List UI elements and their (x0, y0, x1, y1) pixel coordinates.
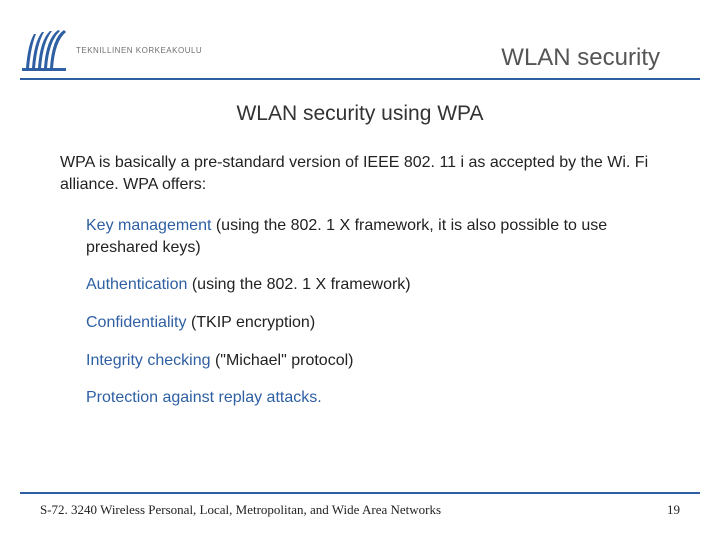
bullet-lead: Confidentiality (86, 314, 187, 331)
course-code: S-72. 3240 Wireless Personal, Local, Met… (40, 502, 441, 518)
bullet-rest: (TKIP encryption) (187, 314, 316, 331)
institution-logo-block: TEKNILLINEN KORKEAKOULU (20, 28, 202, 72)
bullet-rest: (using the 802. 1 X framework) (187, 276, 410, 293)
bullet-lead: Authentication (86, 276, 187, 293)
bullet-lead: Integrity checking (86, 352, 211, 369)
bullet-rest: ("Michael" protocol) (211, 352, 354, 369)
institution-name: TEKNILLINEN KORKEAKOULU (76, 46, 202, 55)
header-title: WLAN security (501, 44, 690, 72)
footer-row: S-72. 3240 Wireless Personal, Local, Met… (20, 502, 700, 518)
bullet-lead: Protection against replay attacks. (86, 389, 322, 406)
slide-content: WLAN security using WPA WPA is basically… (0, 80, 720, 409)
list-item: Authentication (using the 802. 1 X frame… (86, 274, 660, 296)
bullet-lead: Key management (86, 217, 211, 234)
list-item: Integrity checking ("Michael" protocol) (86, 350, 660, 372)
bullet-list: Key management (using the 802. 1 X frame… (60, 215, 660, 409)
intro-paragraph: WPA is basically a pre-standard version … (60, 152, 660, 195)
list-item: Key management (using the 802. 1 X frame… (86, 215, 660, 258)
institution-logo-icon (20, 28, 68, 72)
page-number: 19 (667, 502, 680, 518)
list-item: Confidentiality (TKIP encryption) (86, 312, 660, 334)
footer-divider (20, 492, 700, 494)
slide-header: TEKNILLINEN KORKEAKOULU WLAN security (0, 0, 720, 72)
slide-footer: S-72. 3240 Wireless Personal, Local, Met… (20, 492, 700, 518)
slide-title: WLAN security using WPA (60, 102, 660, 126)
list-item: Protection against replay attacks. (86, 387, 660, 409)
